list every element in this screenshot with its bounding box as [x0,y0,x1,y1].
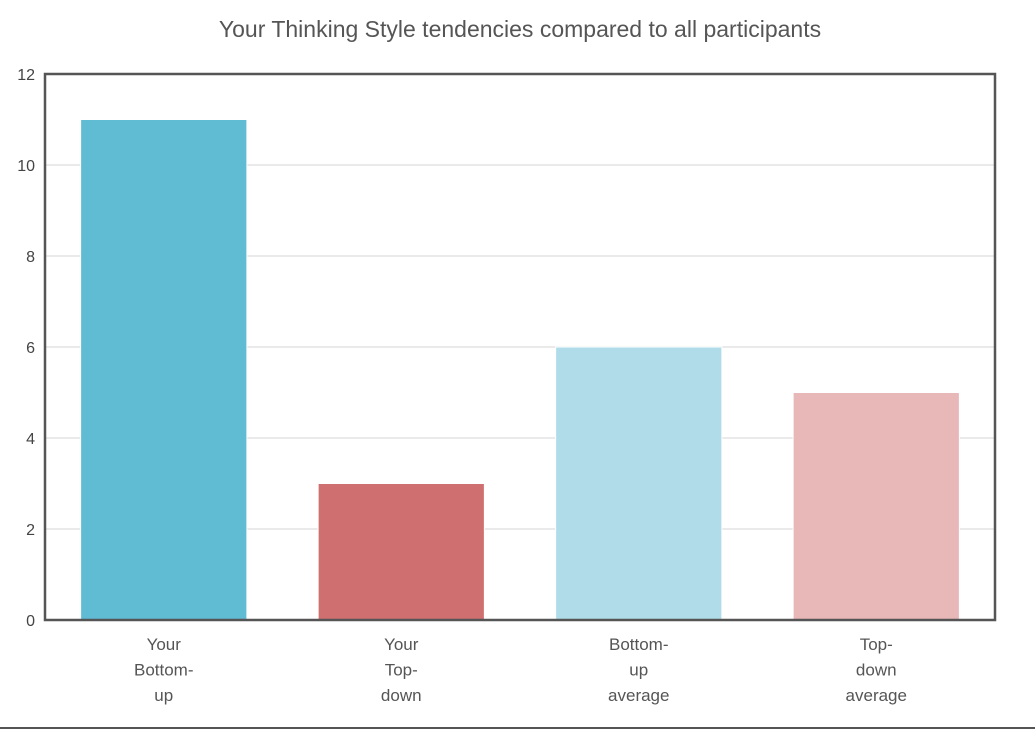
y-tick-label: 6 [26,340,35,357]
bar [792,392,960,621]
bar [317,483,485,621]
y-tick-label: 10 [17,158,35,175]
x-tick-label: Your [147,635,182,654]
chart-title: Your Thinking Style tendencies compared … [218,16,822,42]
x-tick-label: up [154,686,173,705]
x-tick-label: average [846,686,907,705]
y-tick-label: 2 [26,522,35,539]
x-tick-label: Bottom- [134,661,194,680]
x-tick-label: average [608,686,669,705]
y-axis-ticks: 0 2 4 6 8 10 12 [17,67,35,630]
x-tick-label: Top- [860,635,893,654]
y-tick-label: 4 [26,431,35,448]
x-tick-label: up [629,661,648,680]
x-tick-label: down [856,661,897,680]
bar [555,346,723,621]
x-tick-label: Top- [385,661,418,680]
y-tick-label: 8 [26,249,35,266]
y-tick-label: 12 [17,67,35,84]
x-axis-ticks: Your Bottom-up Your Top-down Bottom-up averag… [134,635,907,705]
x-tick-label: down [381,686,422,705]
bar [80,119,248,621]
bottom-divider [0,727,1035,729]
plot-frame [43,72,997,622]
y-tick-label: 0 [26,613,35,630]
x-tick-label: Bottom- [609,635,669,654]
bars [80,119,960,621]
x-tick-label: Your [384,635,419,654]
